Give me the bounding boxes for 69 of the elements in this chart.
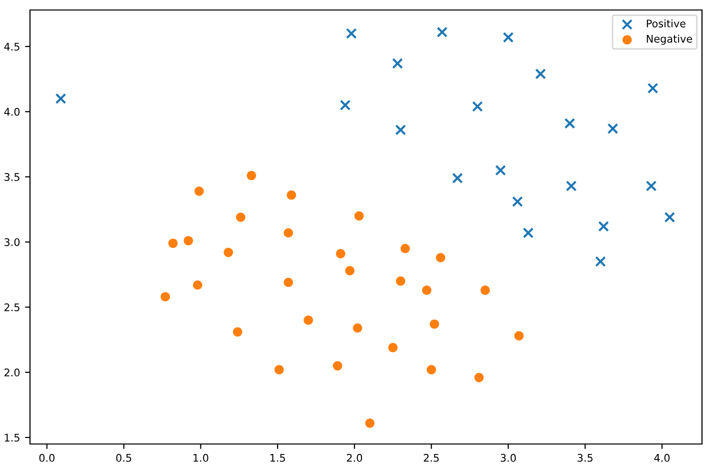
legend-label: Negative [646, 34, 692, 45]
point [395, 124, 406, 136]
point [336, 249, 346, 258]
point [535, 68, 546, 80]
y-tick-label: 1.5 [4, 434, 20, 442]
point [522, 227, 534, 238]
y-tick-label: 3.0 [4, 238, 20, 246]
point [495, 164, 506, 176]
point [168, 238, 178, 248]
point [595, 256, 606, 267]
point [646, 180, 657, 192]
x-tick-label: 4.0 [654, 454, 670, 462]
point [512, 196, 523, 208]
point [352, 323, 362, 333]
point [346, 28, 357, 39]
point [192, 280, 202, 290]
point [514, 331, 524, 340]
point [388, 342, 398, 352]
point [345, 266, 355, 276]
point [194, 186, 204, 196]
x-tick-label: 3.0 [500, 454, 516, 462]
point [160, 292, 170, 302]
point [274, 365, 284, 374]
point [55, 93, 66, 104]
point [564, 118, 576, 129]
point [332, 361, 342, 370]
point [664, 212, 676, 223]
point [607, 123, 618, 134]
point [392, 58, 403, 69]
point [400, 244, 410, 254]
y-tick-label: 4.0 [4, 108, 20, 116]
point [340, 100, 351, 111]
point [354, 211, 364, 221]
point [647, 82, 658, 94]
point [502, 32, 514, 43]
y-tick-label: 2.5 [4, 303, 20, 312]
point [436, 26, 448, 38]
x-tick-label: 0.5 [116, 454, 132, 462]
legend-label: Positive [646, 19, 686, 28]
point [286, 190, 296, 200]
point [472, 101, 483, 112]
x-tick-label: 1.0 [194, 454, 208, 462]
point [422, 286, 432, 295]
y-tick-label: 4.5 [4, 42, 20, 51]
x-tick-label: 2.0 [346, 454, 362, 462]
point [236, 212, 246, 222]
point [246, 170, 256, 180]
point [224, 248, 234, 258]
x-tick-label: 3.5 [578, 454, 593, 462]
point [480, 286, 490, 295]
point [365, 418, 375, 428]
point [232, 327, 242, 337]
point [566, 180, 577, 192]
point [598, 220, 610, 232]
y-tick-label: 3.5 [4, 173, 20, 181]
point [426, 365, 436, 374]
point [284, 228, 293, 238]
point [452, 172, 463, 184]
point [396, 276, 406, 286]
point [184, 236, 194, 246]
x-tick-label: 2.5 [424, 454, 439, 462]
y-tick-label: 2.0 [4, 368, 20, 376]
point [474, 372, 484, 382]
point [436, 252, 446, 262]
x-tick-label: 0.0 [39, 454, 55, 462]
point [304, 316, 313, 325]
point [430, 319, 440, 329]
x-tick-label: 1.5 [270, 454, 285, 462]
point [284, 278, 293, 288]
